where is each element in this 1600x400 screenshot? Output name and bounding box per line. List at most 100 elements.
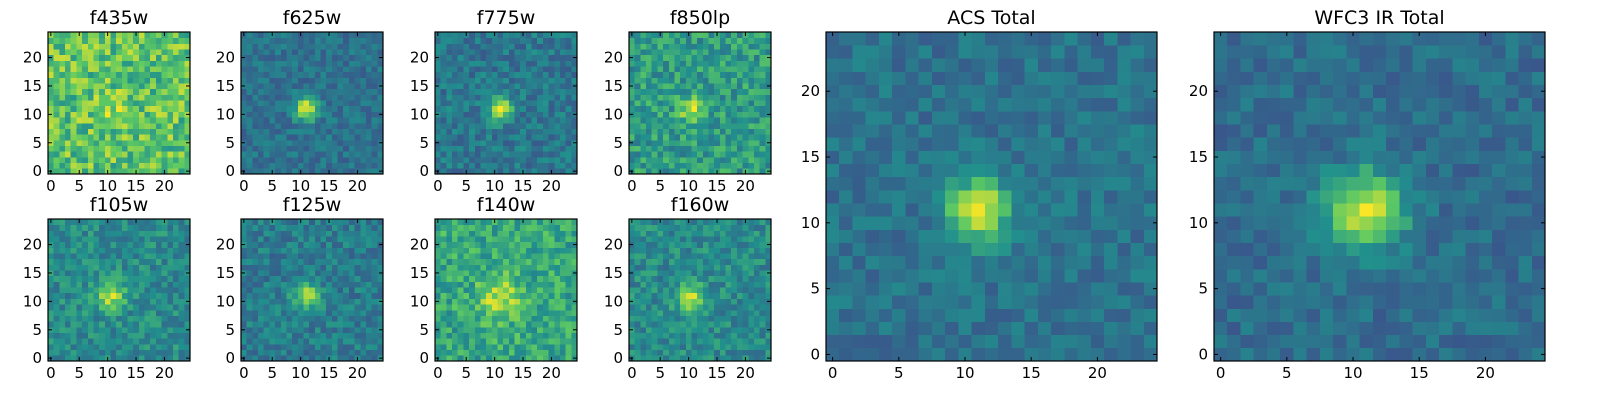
heatmap-cell (70, 219, 77, 226)
heatmap-cell (537, 343, 544, 351)
heatmap-cell (93, 168, 100, 175)
heatmap-cell (309, 100, 316, 107)
heatmap-cell (702, 156, 709, 164)
heatmap-cell (127, 270, 134, 277)
heatmap-cell (133, 264, 140, 271)
heatmap-cell (292, 349, 299, 356)
heatmap-cell (87, 309, 94, 316)
heatmap-cell (708, 151, 715, 158)
heatmap-cell (275, 117, 282, 124)
heatmap-cell (93, 151, 100, 158)
heatmap-cell (457, 162, 464, 169)
heatmap-cell (48, 145, 55, 152)
heatmap-cell (719, 66, 726, 73)
heatmap-cell (326, 292, 333, 299)
heatmap-cell (714, 60, 721, 67)
heatmap-cell (48, 94, 55, 101)
x-tick-label: 5 (461, 177, 471, 195)
heatmap-cell (275, 151, 282, 158)
heatmap-cell (559, 83, 567, 90)
heatmap-cell (354, 247, 361, 254)
heatmap-cell (167, 355, 174, 362)
heatmap-cell (263, 100, 270, 107)
heatmap-cell (480, 37, 487, 44)
heatmap-cell (514, 287, 521, 294)
heatmap-cell (674, 156, 681, 164)
heatmap-cell (674, 77, 681, 84)
heatmap-cell (303, 219, 310, 226)
heatmap-cell (76, 60, 83, 67)
heatmap-cell (93, 270, 100, 277)
heatmap-cell (144, 100, 151, 107)
heatmap-cell (331, 281, 338, 288)
heatmap-cell (53, 122, 60, 129)
heatmap-cell (748, 145, 755, 152)
heatmap-cell (371, 332, 378, 339)
heatmap-cell (674, 71, 681, 78)
heatmap-cell (680, 343, 687, 351)
axes-frame-f105w (47, 218, 191, 362)
heatmap-cell (326, 117, 333, 124)
x-tick-label: 20 (155, 364, 174, 382)
heatmap-cell (275, 270, 282, 277)
heatmap-cell (297, 326, 304, 333)
heatmap-cell (525, 343, 532, 351)
heatmap-cell (486, 49, 493, 56)
heatmap-cell (531, 128, 538, 135)
heatmap-cell (110, 338, 117, 345)
y-tick-label: 15 (410, 77, 429, 95)
heatmap-cell (116, 88, 123, 95)
heatmap-cell (514, 37, 521, 44)
heatmap-cell (178, 343, 185, 351)
heatmap-cell (144, 156, 151, 164)
heatmap-cell (348, 275, 355, 282)
heatmap-cell (377, 145, 384, 152)
heatmap-cell (559, 117, 567, 124)
heatmap-cell (486, 145, 493, 152)
heatmap-cell (76, 139, 83, 146)
heatmap-cell (150, 134, 157, 141)
heatmap-cell (172, 236, 180, 243)
heatmap-cell (491, 122, 498, 129)
heatmap-cell (725, 71, 732, 78)
heatmap-cell (76, 275, 83, 282)
heatmap-cell (70, 88, 77, 95)
heatmap-cell (435, 66, 442, 73)
heatmap-cell (161, 224, 168, 231)
heatmap-cell (440, 349, 447, 356)
heatmap-cell (320, 309, 327, 316)
heatmap-cell (491, 281, 498, 288)
heatmap-cell (457, 77, 464, 84)
heatmap-cell (280, 88, 287, 95)
heatmap-cell (246, 43, 253, 50)
heatmap-cell (178, 88, 185, 95)
heatmap-cell (116, 128, 123, 135)
heatmap-cell (480, 224, 487, 231)
heatmap-cell (269, 309, 276, 316)
heatmap-cell (657, 54, 664, 61)
heatmap-cell (702, 162, 709, 169)
heatmap-cell (571, 66, 578, 73)
heatmap-cell (48, 71, 55, 78)
heatmap-cell (178, 128, 185, 135)
heatmap-cell (76, 292, 83, 299)
heatmap-cell (559, 122, 567, 129)
heatmap-cell (697, 88, 704, 95)
heatmap-cell (691, 83, 698, 90)
heatmap-cell (354, 287, 361, 294)
heatmap-cell (674, 66, 681, 73)
heatmap-cell (99, 253, 106, 260)
heatmap-cell (326, 230, 333, 237)
heatmap-cell (559, 355, 567, 362)
heatmap-cell (172, 105, 180, 112)
heatmap-cell (446, 117, 453, 124)
heatmap-cell (371, 338, 378, 345)
heatmap-cell (275, 247, 282, 254)
heatmap-cell (93, 100, 100, 107)
heatmap-cell (491, 128, 498, 135)
heatmap-cell (121, 49, 128, 56)
heatmap-cell (286, 43, 293, 50)
heatmap-cell (48, 304, 55, 311)
heatmap-cell (155, 100, 162, 107)
